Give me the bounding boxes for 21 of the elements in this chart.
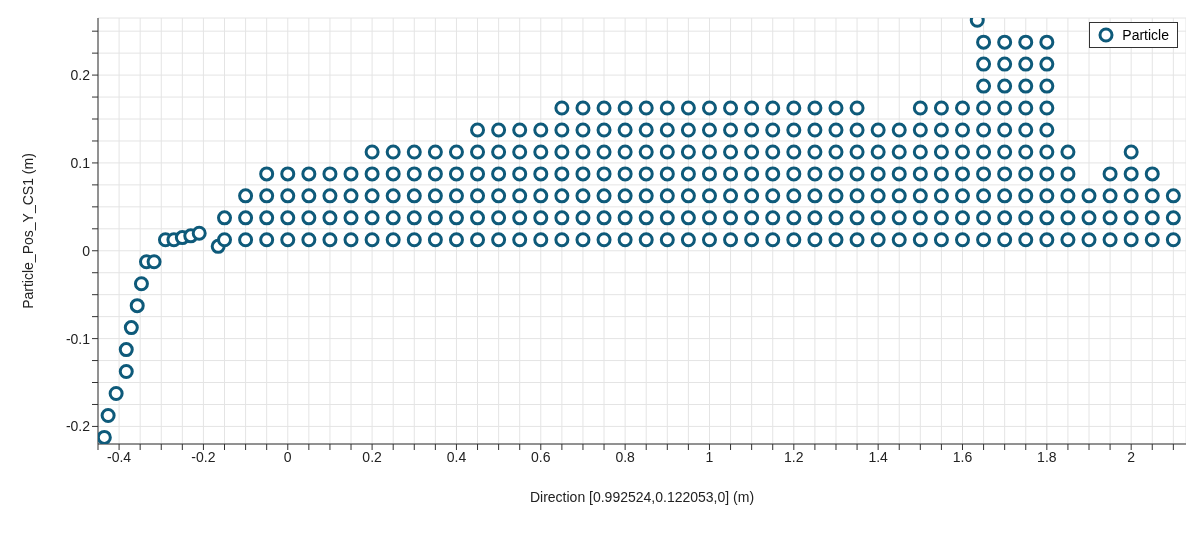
- x-tick-label: -0.2: [191, 448, 216, 465]
- x-tick-label: 0: [283, 448, 292, 465]
- x-tick-label: 2: [1127, 448, 1136, 465]
- y-tick-label: 0.2: [70, 67, 91, 84]
- y-tick-label: 0: [82, 242, 91, 259]
- x-tick-label: 0.6: [531, 448, 551, 465]
- x-tick-label: 1.6: [952, 448, 973, 465]
- x-tick-label: 1: [705, 448, 714, 465]
- legend-label: Particle: [1122, 27, 1169, 43]
- x-tick-label: 0.8: [615, 448, 636, 465]
- y-axis-title: Particle_Pos_Y_CS1 (m): [19, 153, 36, 309]
- y-tick-label: -0.2: [65, 418, 91, 435]
- x-tick-label: 0.2: [362, 448, 383, 465]
- x-tick-label: 1.2: [784, 448, 804, 465]
- x-tick-label: 0.4: [446, 448, 467, 465]
- y-tick-label: -0.1: [65, 330, 91, 347]
- y-tick-label: 0.1: [70, 154, 91, 171]
- x-tick-label: 1.8: [1037, 448, 1057, 465]
- x-tick-label: 1.4: [868, 448, 889, 465]
- x-axis-title: Direction [0.992524,0.122053,0] (m): [529, 489, 755, 505]
- x-tick-label: -0.4: [107, 448, 132, 465]
